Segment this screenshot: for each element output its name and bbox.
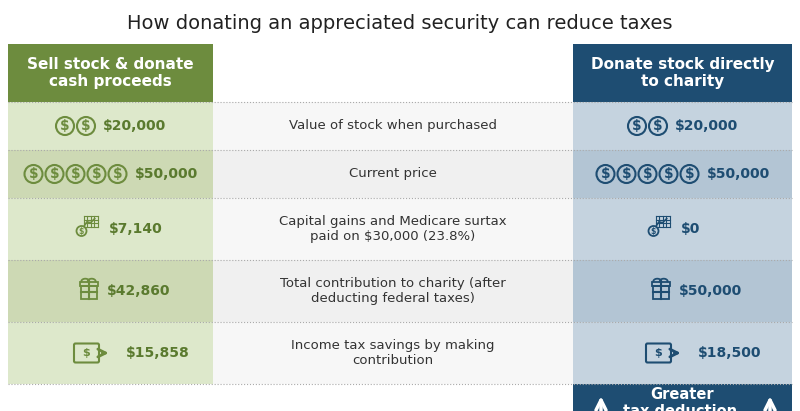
Text: Total contribution to charity (after
deducting federal taxes): Total contribution to charity (after ded… [280, 277, 506, 305]
Bar [8, 198, 213, 260]
Text: $: $ [654, 348, 662, 358]
Bar [213, 198, 573, 260]
Bar [81, 286, 97, 298]
Text: $: $ [82, 119, 90, 133]
Bar [79, 282, 98, 286]
Text: $: $ [642, 167, 652, 181]
Bar [573, 102, 792, 150]
Bar [213, 102, 573, 150]
Bar [573, 150, 792, 198]
Text: $: $ [60, 119, 70, 133]
Bar [573, 322, 792, 384]
Bar [573, 260, 792, 322]
Text: $50,000: $50,000 [706, 167, 770, 181]
Text: $0: $0 [681, 222, 700, 236]
Text: $: $ [82, 348, 90, 358]
Text: $18,500: $18,500 [698, 346, 761, 360]
Text: Capital gains and Medicare surtax
paid on $30,000 (23.8%): Capital gains and Medicare surtax paid o… [279, 215, 507, 243]
Text: $: $ [113, 167, 122, 181]
Bar [213, 322, 573, 384]
Bar [8, 322, 213, 384]
Text: $: $ [79, 226, 84, 236]
Bar [8, 260, 213, 322]
Text: $50,000: $50,000 [134, 167, 198, 181]
Text: Sell stock & donate
cash proceeds: Sell stock & donate cash proceeds [27, 57, 194, 89]
Bar [8, 150, 213, 198]
Text: How donating an appreciated security can reduce taxes: How donating an appreciated security can… [127, 14, 673, 34]
Text: $42,860: $42,860 [106, 284, 170, 298]
Bar [213, 44, 573, 102]
Text: Current price: Current price [349, 168, 437, 180]
Text: $: $ [632, 119, 642, 133]
Text: $20,000: $20,000 [675, 119, 738, 133]
Text: $: $ [664, 167, 674, 181]
Bar [651, 282, 670, 286]
Text: $: $ [29, 167, 38, 181]
Bar [213, 150, 573, 198]
Text: $7,140: $7,140 [109, 222, 162, 236]
Bar [653, 286, 669, 298]
Text: $20,000: $20,000 [103, 119, 166, 133]
Text: $: $ [50, 167, 59, 181]
Text: $50,000: $50,000 [678, 284, 742, 298]
Text: $: $ [685, 167, 694, 181]
Text: Income tax savings by making
contribution: Income tax savings by making contributio… [291, 339, 494, 367]
Text: $15,858: $15,858 [126, 346, 190, 360]
Text: Donate stock directly
to charity: Donate stock directly to charity [590, 57, 774, 89]
Bar [213, 260, 573, 322]
Text: $: $ [601, 167, 610, 181]
Text: $: $ [654, 119, 662, 133]
Text: Value of stock when purchased: Value of stock when purchased [289, 120, 497, 132]
Bar [573, 198, 792, 260]
Text: $: $ [651, 226, 656, 236]
Text: $: $ [92, 167, 102, 181]
Text: $: $ [622, 167, 631, 181]
Text: $: $ [70, 167, 80, 181]
Bar [8, 44, 213, 102]
Bar [573, 44, 792, 102]
Text: Greater
tax deduction,
greater contribution: Greater tax deduction, greater contribut… [598, 387, 767, 411]
Bar [573, 384, 792, 411]
Bar [8, 102, 213, 150]
